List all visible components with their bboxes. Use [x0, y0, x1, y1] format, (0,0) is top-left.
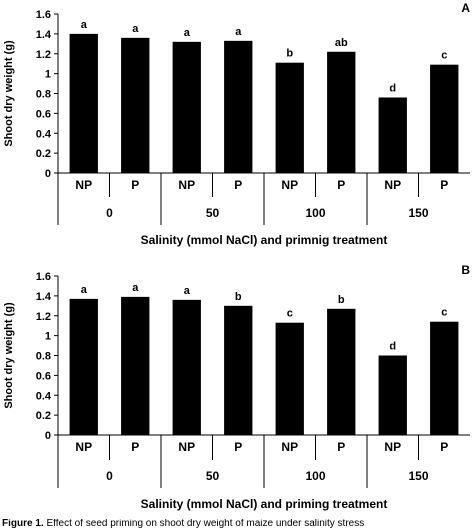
chart-b-bar [378, 355, 407, 435]
chart-a-bar [172, 41, 201, 174]
chart-a-category-label: NP [178, 178, 195, 192]
chart-a-category-label: P [234, 178, 242, 192]
caption-figure-label: Figure 1. [2, 519, 44, 529]
chart-b-significance-letter: a [184, 285, 191, 297]
chart-b-category-label: NP [178, 440, 195, 454]
chart-b-group-label: 50 [206, 469, 220, 483]
chart-b-category-label: NP [75, 440, 92, 454]
chart-b-significance-letter: b [338, 294, 345, 306]
chart-b-significance-letter: a [132, 282, 139, 294]
chart-b-bar [430, 321, 459, 435]
chart-a-category-label: P [337, 178, 345, 192]
chart-a-y-tick-label: 1 [45, 69, 51, 81]
chart-a-bar [121, 37, 150, 173]
chart-a-y-tick-label: 0 [45, 168, 51, 180]
chart-a-significance-letter: a [235, 26, 242, 38]
chart-b-bar [172, 299, 201, 435]
chart-b-bar [275, 322, 304, 435]
chart-a-group-label: 0 [106, 206, 113, 220]
chart-a-significance-letter: d [389, 82, 396, 94]
chart-b-significance-letter: c [287, 308, 293, 320]
chart-b-category-label: P [234, 440, 242, 454]
chart-b-category-label: NP [384, 440, 401, 454]
chart-b-bar [327, 308, 356, 435]
chart-a-y-tick-label: 1.6 [36, 9, 51, 21]
chart-b-y-tick-label: 0.8 [36, 351, 51, 363]
figure-caption: Figure 1. Effect of seed priming on shoo… [2, 519, 472, 530]
chart-b-category-label: P [131, 440, 139, 454]
chart-a-x-axis-title: Salinity (mmol NaCl) and primnig treatme… [141, 233, 388, 247]
chart-a-bar [378, 97, 407, 173]
chart-a-group-label: 50 [206, 206, 220, 220]
chart-b-significance-letter: c [441, 307, 447, 319]
chart-b-bar [224, 305, 253, 435]
chart-a-category-label: P [440, 178, 448, 192]
chart-b-x-axis-title: Salinity (mmol NaCl) and priming treatme… [141, 497, 388, 511]
chart-a-bar [69, 33, 98, 173]
caption-text: Effect of seed priming on shoot dry weig… [46, 519, 365, 529]
chart-b-y-tick-label: 1.6 [36, 271, 51, 283]
chart-a-category-label: NP [75, 178, 92, 192]
chart-b-category-label: P [440, 440, 448, 454]
chart-b-y-tick-label: 1.4 [36, 291, 52, 303]
chart-a-bar [327, 51, 356, 174]
chart-a-bar [224, 40, 253, 173]
chart-b-y-tick-label: 1 [45, 331, 51, 343]
chart-a-significance-letter: a [132, 23, 139, 35]
chart-a-significance-letter: ab [335, 37, 348, 49]
chart-b-group-label: 150 [408, 469, 428, 483]
chart-a-y-tick-label: 0.2 [36, 148, 51, 160]
chart-b-panel-label: B [461, 263, 470, 277]
chart-b-bar [69, 298, 98, 435]
chart-b-significance-letter: a [81, 284, 88, 296]
chart-b-significance-letter: b [235, 291, 242, 303]
chart-b-category-label: P [337, 440, 345, 454]
chart-b-category-label: NP [281, 440, 298, 454]
chart-a-group-label: 150 [408, 206, 428, 220]
chart-a-bar [430, 64, 459, 173]
chart-b-y-tick-label: 0.2 [36, 410, 51, 422]
chart-a-group-label: 100 [305, 206, 325, 220]
chart-a-y-tick-label: 1.2 [36, 49, 51, 61]
chart-b-bar [121, 296, 150, 435]
chart-a-bar [275, 62, 304, 173]
chart-b-group-label: 100 [305, 469, 325, 483]
chart-a-y-tick-label: 0.6 [36, 108, 51, 120]
chart-b-y-axis-title: Shoot dry weight (g) [3, 302, 15, 409]
chart-a-category-label: NP [281, 178, 298, 192]
chart-a-category-label: P [131, 178, 139, 192]
chart-a-y-axis-title: Shoot dry weight (g) [3, 40, 15, 147]
chart-b-y-tick-label: 1.2 [36, 311, 51, 323]
chart-b-group-label: 0 [106, 469, 113, 483]
chart-a-y-tick-label: 0.4 [36, 128, 52, 140]
chart-b-significance-letter: d [389, 341, 396, 353]
chart-a-y-tick-label: 0.8 [36, 89, 51, 101]
chart-a-significance-letter: a [184, 27, 191, 39]
chart-b-y-tick-label: 0.6 [36, 370, 51, 382]
chart-a-panel-label: A [461, 1, 470, 15]
chart-b-y-tick-label: 0.4 [36, 390, 52, 402]
chart-a-y-tick-label: 1.4 [36, 29, 52, 41]
chart-a-significance-letter: a [81, 19, 88, 31]
chart-b-y-tick-label: 0 [45, 430, 51, 442]
chart-a-category-label: NP [384, 178, 401, 192]
chart-a-significance-letter: c [441, 50, 447, 62]
chart-a-significance-letter: b [286, 48, 293, 60]
